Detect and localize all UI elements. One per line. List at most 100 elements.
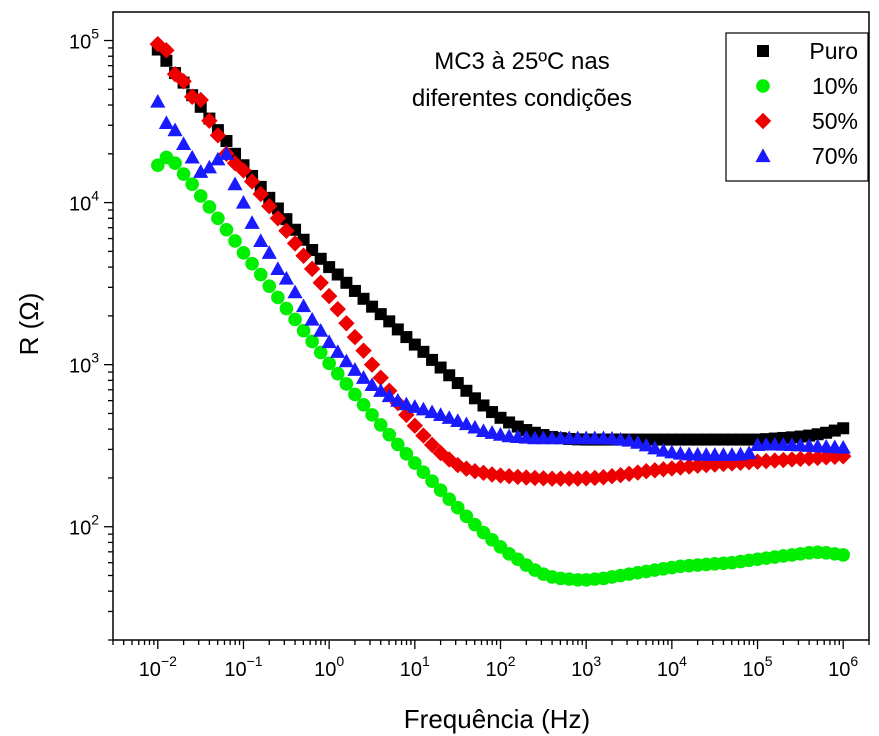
data-point: [346, 328, 364, 346]
data-point: [270, 261, 286, 275]
y-tick-label-exponent: 5: [91, 26, 99, 42]
x-axis-title: Frequência (Hz): [404, 704, 590, 734]
data-point: [243, 173, 261, 190]
x-tick-label-base: 10: [224, 659, 246, 681]
data-point: [458, 416, 475, 431]
data-point: [415, 427, 432, 444]
x-tick-label: 10−1: [224, 653, 262, 681]
x-tick-label-exponent: 0: [336, 653, 344, 669]
x-tick-label-base: 10: [485, 659, 507, 681]
data-point: [372, 369, 389, 386]
x-tick-label: 10−2: [139, 653, 177, 681]
y-tick-label: 103: [69, 350, 99, 378]
y-tick-label-exponent: 2: [91, 512, 99, 528]
y-tick-label-base: 10: [69, 32, 91, 54]
data-point: [235, 162, 252, 179]
x-tick-label: 104: [657, 653, 687, 681]
data-point: [150, 158, 165, 173]
data-point: [577, 470, 595, 487]
data-point: [210, 151, 226, 166]
data-point: [620, 465, 638, 483]
y-tick-label-base: 10: [69, 194, 91, 216]
data-point: [398, 396, 414, 411]
data-point: [287, 284, 303, 299]
x-tick-label: 106: [828, 653, 858, 681]
data-point: [278, 222, 295, 239]
data-point: [227, 176, 243, 191]
data-point: [252, 185, 269, 203]
data-point: [355, 370, 372, 384]
x-tick-label-exponent: −2: [161, 653, 177, 669]
legend-marker: [757, 45, 769, 57]
data-point: [330, 366, 345, 381]
data-point: [467, 419, 483, 434]
data-point: [160, 54, 173, 67]
x-tick-label-exponent: −1: [247, 653, 263, 669]
data-point: [826, 448, 843, 466]
data-point: [373, 418, 388, 432]
data-point: [638, 437, 654, 452]
data-point: [211, 211, 225, 226]
data-point: [415, 401, 432, 416]
data-point: [235, 194, 252, 209]
legend-items: Puro 10% 50% 70%: [754, 38, 858, 169]
data-point: [218, 146, 235, 160]
data-point: [423, 436, 441, 454]
data-point: [269, 210, 287, 227]
data-point: [356, 398, 371, 412]
data-point: [193, 164, 209, 178]
x-tick-label-base: 10: [314, 659, 336, 681]
data-point: [382, 427, 397, 442]
data-point: [338, 353, 355, 368]
axis-ticks: [104, 39, 870, 649]
data-point: [552, 470, 569, 487]
data-point: [373, 383, 389, 397]
legend-label: Puro: [809, 38, 858, 64]
data-point: [500, 468, 518, 485]
data-point: [450, 500, 465, 515]
data-point: [800, 450, 818, 467]
data-point: [330, 344, 346, 358]
annotation-line-1: MC3 à 25ºC nas: [434, 48, 610, 75]
data-point: [329, 300, 346, 318]
data-point: [560, 470, 578, 487]
data-point: [526, 469, 544, 487]
data-point: [348, 387, 362, 402]
x-tick-label-exponent: 2: [508, 653, 516, 669]
data-point: [184, 149, 200, 164]
data-point: [518, 469, 535, 486]
data-point: [219, 222, 234, 237]
y-tick-label-exponent: 4: [91, 188, 99, 204]
series-70pct: [150, 93, 851, 461]
data-point: [792, 450, 809, 468]
data-point: [253, 267, 268, 282]
data-point: [365, 408, 379, 422]
data-point: [253, 233, 269, 248]
y-tick-label-exponent: 3: [91, 350, 99, 366]
data-point: [630, 435, 646, 449]
data-point: [262, 279, 277, 293]
x-tick-label-base: 10: [139, 659, 161, 681]
data-point: [757, 452, 775, 470]
x-tick-label-exponent: 5: [765, 653, 773, 669]
data-point: [158, 42, 175, 59]
data-point: [279, 301, 294, 316]
data-point: [391, 437, 405, 452]
x-tick-label-exponent: 4: [679, 653, 687, 669]
data-point: [381, 388, 397, 403]
data-point: [168, 156, 182, 171]
data-point: [475, 423, 492, 438]
data-point: [183, 88, 201, 105]
data-point: [364, 377, 380, 391]
data-point: [271, 290, 285, 305]
legend-item: 10%: [756, 73, 858, 99]
y-tick-label-base: 10: [69, 518, 91, 540]
data-point: [261, 198, 278, 215]
y-tick-label-base: 10: [69, 356, 91, 378]
data-point: [175, 73, 192, 90]
data-point: [535, 470, 552, 487]
data-point: [766, 452, 783, 469]
legend-item: Puro: [757, 38, 858, 64]
data-point: [638, 463, 655, 480]
